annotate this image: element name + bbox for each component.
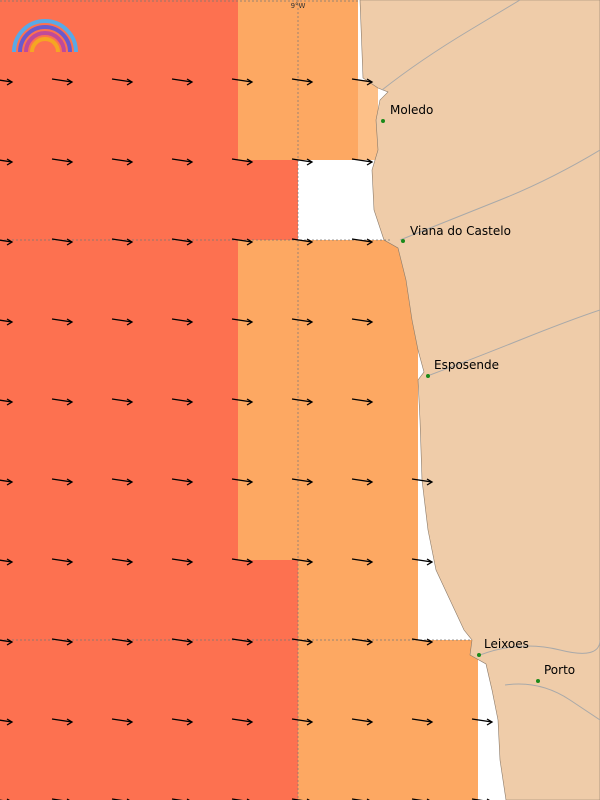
place-dot (401, 239, 405, 243)
wind-arrow (231, 158, 254, 166)
place-label: Moledo (390, 103, 433, 117)
wind-arrow (51, 398, 74, 406)
wind-arrow (351, 638, 374, 646)
place-label: Viana do Castelo (410, 224, 511, 238)
wind-arrow (0, 558, 14, 566)
cell (0, 640, 298, 800)
wind-arrow (291, 158, 314, 166)
wind-arrow (231, 398, 254, 406)
wind-arrow (111, 398, 134, 406)
wind-arrow (291, 718, 314, 726)
wind-arrow (0, 158, 14, 166)
wind-arrow (171, 478, 194, 486)
wind-arrow (171, 638, 194, 646)
wind-arrow (51, 478, 74, 486)
wind-arrow (111, 238, 134, 246)
wind-arrow (0, 78, 14, 86)
wind-arrow (0, 478, 14, 486)
wind-arrow (231, 718, 254, 726)
wind-arrow (351, 238, 374, 246)
cell (0, 160, 298, 240)
wind-arrow (231, 558, 254, 566)
wind-arrow (111, 638, 134, 646)
wind-arrow (351, 398, 374, 406)
wind-arrow (111, 478, 134, 486)
wind-arrow (0, 238, 14, 246)
wind-arrow (411, 478, 434, 486)
wind-arrow (111, 558, 134, 566)
place-label: Esposende (434, 358, 499, 372)
place-label: Porto (544, 663, 575, 677)
wind-arrow (231, 318, 254, 326)
wind-arrow (51, 558, 74, 566)
wind-arrow (111, 718, 134, 726)
wind-arrow (291, 398, 314, 406)
wind-arrow (291, 558, 314, 566)
wind-arrow (171, 78, 194, 86)
wind-arrow (231, 478, 254, 486)
place-dot (536, 679, 540, 683)
wind-arrow (231, 638, 254, 646)
ocean-cells (0, 0, 478, 800)
wind-arrow (171, 158, 194, 166)
wind-arrow (171, 718, 194, 726)
wind-arrow (411, 638, 434, 646)
rivers (381, 0, 600, 721)
wind-arrow (471, 718, 494, 726)
wind-arrow (291, 238, 314, 246)
wind-arrow (111, 78, 134, 86)
cell (298, 640, 478, 800)
place-dot (477, 653, 481, 657)
cell (0, 560, 298, 640)
wind-arrow (0, 718, 14, 726)
wind-arrow (111, 158, 134, 166)
cell (298, 560, 418, 640)
wind-arrow (171, 398, 194, 406)
cell (358, 80, 378, 160)
wind-arrow (351, 78, 374, 86)
logo (12, 19, 78, 53)
wind-arrow (51, 78, 74, 86)
wind-arrow (351, 718, 374, 726)
wind-arrow (291, 638, 314, 646)
land (359, 0, 600, 800)
wind-arrow (171, 238, 194, 246)
graticule-label: 9°W (291, 2, 306, 10)
wind-arrow (51, 318, 74, 326)
wind-arrow (51, 718, 74, 726)
wind-arrow (351, 158, 374, 166)
wind-arrow (0, 638, 14, 646)
place-label: Leixoes (484, 637, 529, 651)
cell (238, 240, 418, 560)
wind-arrow (411, 718, 434, 726)
wind-arrow (51, 238, 74, 246)
wind-arrow (231, 238, 254, 246)
wind-arrows (0, 78, 494, 800)
wind-arrow (411, 558, 434, 566)
place-dot (381, 119, 385, 123)
places: Moledo Viana do Castelo Esposende Leixoe… (381, 103, 575, 683)
wind-arrow (111, 318, 134, 326)
wind-arrow (0, 318, 14, 326)
wind-arrow (231, 78, 254, 86)
wind-arrow (291, 478, 314, 486)
wind-arrow (51, 638, 74, 646)
wind-arrow (351, 318, 374, 326)
wind-arrow (291, 318, 314, 326)
wind-arrow (0, 398, 14, 406)
place-dot (426, 374, 430, 378)
wind-arrow (291, 78, 314, 86)
wind-arrow (171, 558, 194, 566)
wind-arrow (51, 158, 74, 166)
wind-arrow (171, 318, 194, 326)
wind-arrow (351, 558, 374, 566)
wind-arrow (351, 478, 374, 486)
